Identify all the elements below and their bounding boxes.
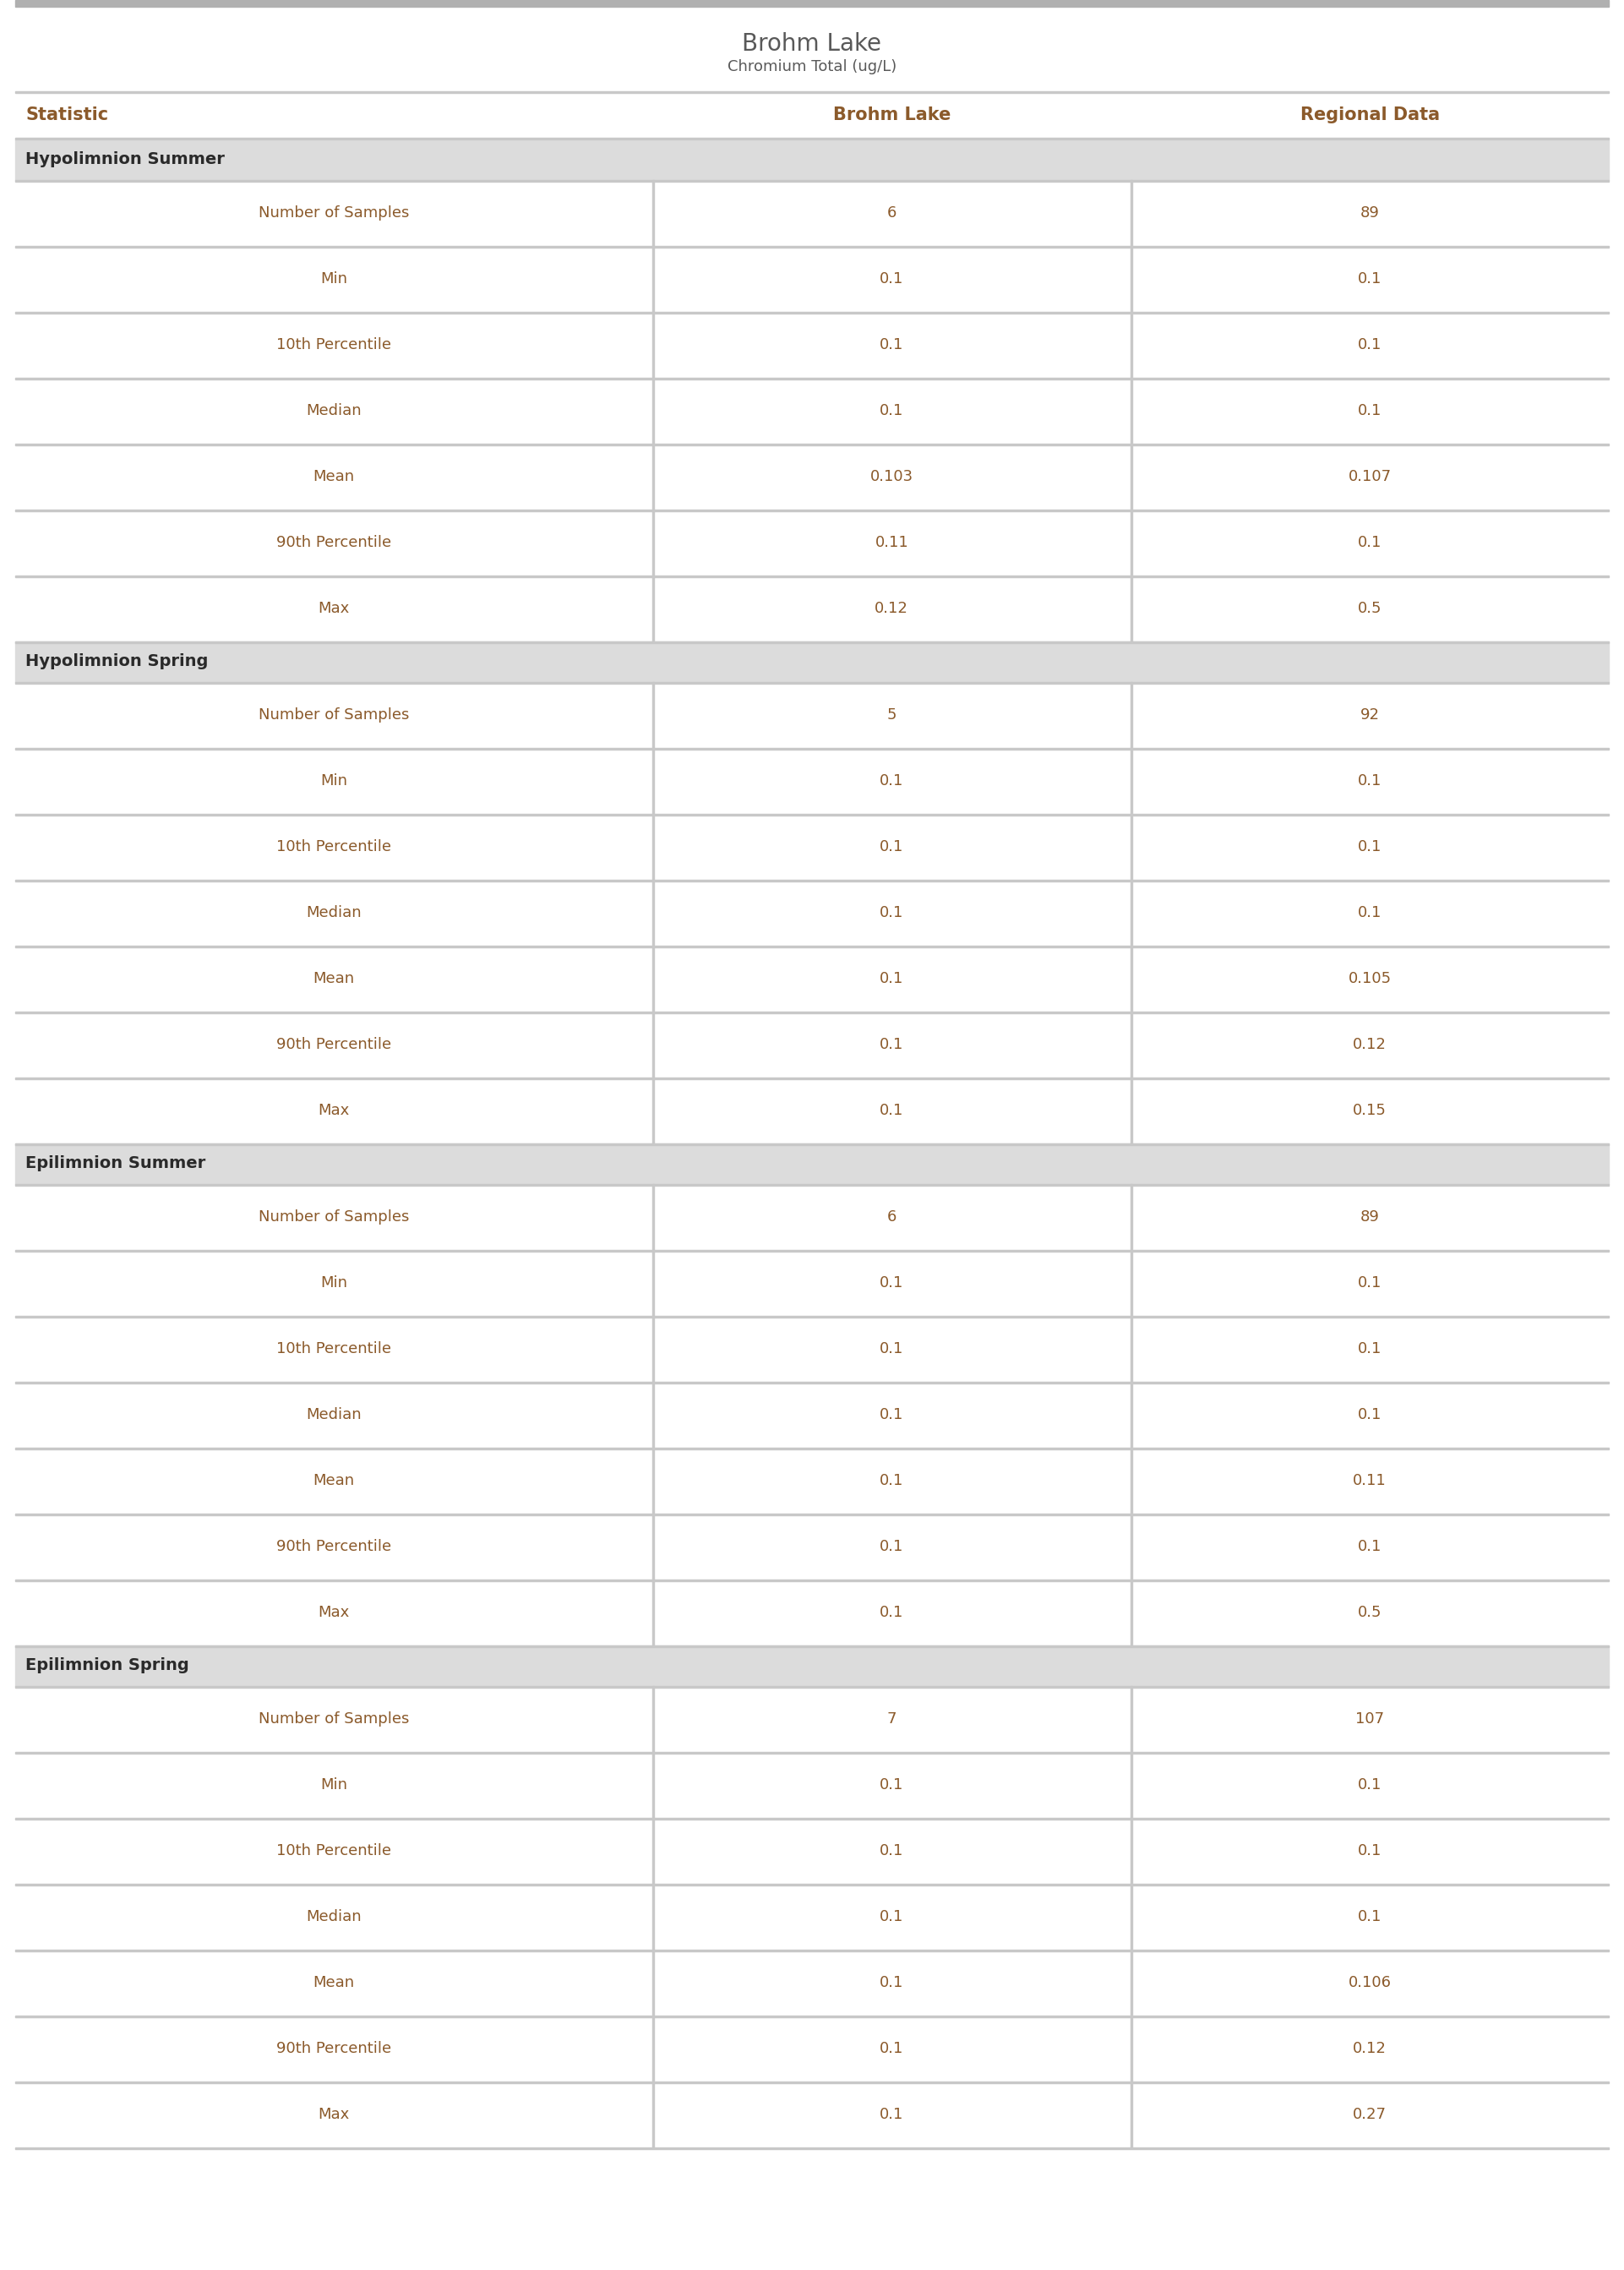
Text: 0.1: 0.1 bbox=[880, 1473, 903, 1489]
Text: Number of Samples: Number of Samples bbox=[258, 1210, 409, 1224]
Text: 0.5: 0.5 bbox=[1358, 602, 1382, 615]
Text: 0.1: 0.1 bbox=[880, 1843, 903, 1859]
Text: 0.1: 0.1 bbox=[880, 2107, 903, 2122]
Text: 10th Percentile: 10th Percentile bbox=[276, 338, 391, 352]
Text: 0.1: 0.1 bbox=[1358, 1843, 1382, 1859]
Text: 0.1: 0.1 bbox=[880, 972, 903, 985]
Text: 90th Percentile: 90th Percentile bbox=[276, 1539, 391, 1555]
Text: Mean: Mean bbox=[313, 972, 354, 985]
Text: 0.1: 0.1 bbox=[880, 1539, 903, 1555]
Text: 0.1: 0.1 bbox=[880, 1909, 903, 1925]
Text: 0.1: 0.1 bbox=[1358, 1407, 1382, 1423]
Text: Median: Median bbox=[307, 906, 362, 919]
Text: 0.11: 0.11 bbox=[875, 536, 908, 549]
Text: Max: Max bbox=[318, 602, 349, 615]
Text: 0.1: 0.1 bbox=[880, 1605, 903, 1621]
Text: 0.1: 0.1 bbox=[1358, 536, 1382, 549]
Text: 6: 6 bbox=[887, 1210, 896, 1224]
Text: Regional Data: Regional Data bbox=[1299, 107, 1439, 123]
Text: 0.1: 0.1 bbox=[880, 1037, 903, 1053]
Text: Median: Median bbox=[307, 1407, 362, 1423]
Text: Max: Max bbox=[318, 2107, 349, 2122]
Text: Number of Samples: Number of Samples bbox=[258, 708, 409, 722]
Text: 10th Percentile: 10th Percentile bbox=[276, 1843, 391, 1859]
Text: 0.1: 0.1 bbox=[1358, 906, 1382, 919]
Text: Brohm Lake: Brohm Lake bbox=[833, 107, 950, 123]
Text: 0.1: 0.1 bbox=[880, 840, 903, 854]
Text: Epilimnion Spring: Epilimnion Spring bbox=[26, 1657, 188, 1673]
Text: Mean: Mean bbox=[313, 470, 354, 484]
Text: 0.103: 0.103 bbox=[870, 470, 913, 484]
Text: Number of Samples: Number of Samples bbox=[258, 1712, 409, 1727]
Text: Brohm Lake: Brohm Lake bbox=[742, 32, 882, 57]
Text: Hypolimnion Spring: Hypolimnion Spring bbox=[26, 654, 208, 670]
Bar bbox=[15, 138, 1609, 179]
Text: 0.12: 0.12 bbox=[875, 602, 908, 615]
Text: 7: 7 bbox=[887, 1712, 896, 1727]
Text: 6: 6 bbox=[887, 204, 896, 220]
Bar bbox=[15, 1144, 1609, 1185]
Bar bbox=[15, 0, 1609, 7]
Text: 90th Percentile: 90th Percentile bbox=[276, 1037, 391, 1053]
Text: 0.1: 0.1 bbox=[880, 1342, 903, 1357]
Text: 0.1: 0.1 bbox=[880, 1407, 903, 1423]
Text: 0.1: 0.1 bbox=[880, 774, 903, 788]
Text: 5: 5 bbox=[887, 708, 896, 722]
Text: 107: 107 bbox=[1356, 1712, 1384, 1727]
Text: Min: Min bbox=[320, 1276, 348, 1292]
Text: Hypolimnion Summer: Hypolimnion Summer bbox=[26, 152, 224, 168]
Text: 0.106: 0.106 bbox=[1348, 1975, 1392, 1991]
Text: 0.1: 0.1 bbox=[1358, 1342, 1382, 1357]
Text: 0.1: 0.1 bbox=[1358, 272, 1382, 286]
Text: 0.12: 0.12 bbox=[1353, 2041, 1387, 2057]
Text: 0.1: 0.1 bbox=[1358, 840, 1382, 854]
Text: Statistic: Statistic bbox=[26, 107, 109, 123]
Text: Max: Max bbox=[318, 1605, 349, 1621]
Text: 0.1: 0.1 bbox=[880, 1103, 903, 1119]
Text: 0.1: 0.1 bbox=[1358, 1777, 1382, 1793]
Text: 0.1: 0.1 bbox=[1358, 404, 1382, 418]
Text: 0.5: 0.5 bbox=[1358, 1605, 1382, 1621]
Text: 0.1: 0.1 bbox=[880, 338, 903, 352]
Text: 0.1: 0.1 bbox=[880, 2041, 903, 2057]
Text: 0.1: 0.1 bbox=[1358, 1909, 1382, 1925]
Text: 0.1: 0.1 bbox=[1358, 1276, 1382, 1292]
Text: 10th Percentile: 10th Percentile bbox=[276, 840, 391, 854]
Text: Epilimnion Summer: Epilimnion Summer bbox=[26, 1155, 206, 1171]
Text: 0.1: 0.1 bbox=[1358, 774, 1382, 788]
Text: Median: Median bbox=[307, 404, 362, 418]
Text: 0.1: 0.1 bbox=[1358, 338, 1382, 352]
Text: Max: Max bbox=[318, 1103, 349, 1119]
Text: Mean: Mean bbox=[313, 1473, 354, 1489]
Text: 90th Percentile: 90th Percentile bbox=[276, 536, 391, 549]
Text: Number of Samples: Number of Samples bbox=[258, 204, 409, 220]
Text: Min: Min bbox=[320, 774, 348, 788]
Text: 0.1: 0.1 bbox=[880, 404, 903, 418]
Text: Chromium Total (ug/L): Chromium Total (ug/L) bbox=[728, 59, 896, 75]
Text: 89: 89 bbox=[1359, 1210, 1379, 1224]
Text: 0.1: 0.1 bbox=[1358, 1539, 1382, 1555]
Text: 0.1: 0.1 bbox=[880, 272, 903, 286]
Bar bbox=[15, 642, 1609, 681]
Text: 89: 89 bbox=[1359, 204, 1379, 220]
Text: 0.107: 0.107 bbox=[1348, 470, 1392, 484]
Text: 0.11: 0.11 bbox=[1353, 1473, 1387, 1489]
Text: 92: 92 bbox=[1359, 708, 1379, 722]
Text: 90th Percentile: 90th Percentile bbox=[276, 2041, 391, 2057]
Text: 0.1: 0.1 bbox=[880, 1276, 903, 1292]
Text: 0.15: 0.15 bbox=[1353, 1103, 1387, 1119]
Text: 10th Percentile: 10th Percentile bbox=[276, 1342, 391, 1357]
Bar bbox=[15, 1646, 1609, 1687]
Text: Min: Min bbox=[320, 1777, 348, 1793]
Text: 0.105: 0.105 bbox=[1348, 972, 1392, 985]
Text: Min: Min bbox=[320, 272, 348, 286]
Text: Mean: Mean bbox=[313, 1975, 354, 1991]
Text: Median: Median bbox=[307, 1909, 362, 1925]
Text: 0.1: 0.1 bbox=[880, 1975, 903, 1991]
Text: 0.1: 0.1 bbox=[880, 906, 903, 919]
Text: 0.1: 0.1 bbox=[880, 1777, 903, 1793]
Text: 0.12: 0.12 bbox=[1353, 1037, 1387, 1053]
Text: 0.27: 0.27 bbox=[1353, 2107, 1387, 2122]
